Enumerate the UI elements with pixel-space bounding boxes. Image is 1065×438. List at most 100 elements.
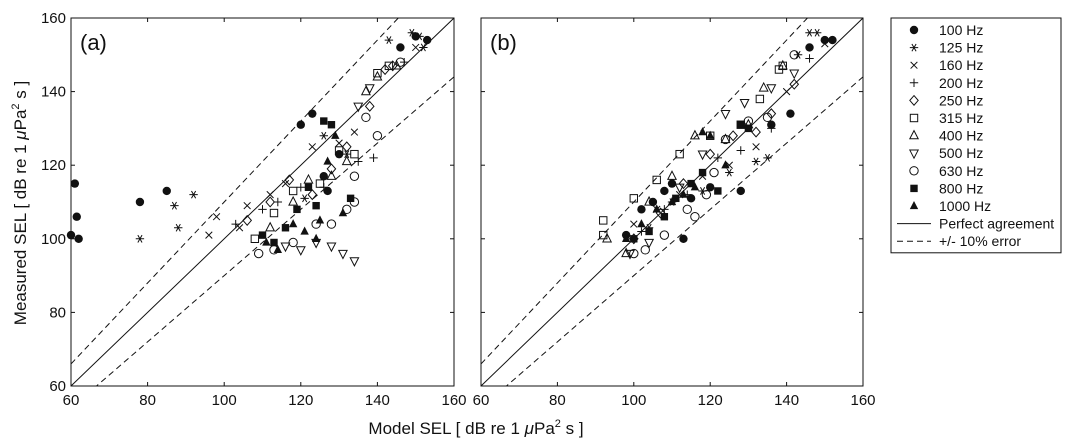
data-point-400-hz (689, 129, 700, 140)
data-point-250-hz (307, 189, 318, 201)
data-point-400-hz (303, 173, 314, 184)
data-point-315-hz (675, 149, 684, 159)
data-point-100-hz (135, 197, 145, 207)
data-point-500-hz (789, 69, 800, 80)
x-tick-label: 140 (774, 392, 799, 409)
data-point-100-hz (308, 109, 317, 118)
data-point-1000-hz (652, 204, 661, 213)
data-point-800-hz (698, 168, 707, 177)
legend-label-630-hz: 630 Hz (939, 163, 983, 179)
data-point-800-hz (687, 179, 695, 188)
data-point-630-hz (372, 131, 383, 141)
data-point-125-hz (170, 201, 179, 210)
series-500-hz (624, 69, 800, 260)
data-point-800-hz (714, 187, 722, 195)
data-point-500-hz (349, 257, 360, 267)
10-error-line-1 (71, 18, 399, 365)
data-point-1000-hz (706, 130, 715, 139)
legend-label-1000-hz: 1000 Hz (939, 198, 991, 214)
y-axis-label-pa: Pa (11, 109, 30, 130)
x-tick-label: 80 (549, 392, 566, 409)
data-point-125-hz (189, 190, 198, 199)
data-point-250-hz (326, 163, 337, 175)
data-point-630-hz (682, 204, 692, 215)
series-200-hz (637, 54, 814, 236)
data-point-800-hz (312, 201, 320, 210)
legend-label-perfect-agreement: Perfect agreement (939, 216, 1054, 232)
data-point-200-hz (258, 205, 267, 214)
data-point-1000-hz (323, 156, 332, 165)
x-tick-label: 140 (365, 392, 390, 409)
data-point-250-hz (728, 130, 738, 142)
data-point-315-hz (334, 146, 344, 155)
legend-label-500-hz: 500 Hz (939, 145, 983, 161)
data-point-100-hz (679, 234, 688, 243)
legend-marker-250-hz (909, 94, 919, 106)
data-point-125-hz (751, 157, 761, 166)
data-point-100-hz (296, 120, 305, 129)
x-tick-label: 80 (139, 392, 156, 409)
data-point-125-hz (763, 153, 772, 162)
series-160-hz (205, 43, 420, 239)
data-point-1000-hz (690, 182, 700, 191)
data-point-630-hz (690, 212, 700, 222)
data-point-160-hz (243, 201, 251, 210)
legend-label-400-hz: 400 Hz (939, 128, 983, 144)
data-point-800-hz (270, 238, 278, 247)
data-point-200-hz (637, 227, 646, 236)
data-point-630-hz (253, 248, 264, 259)
data-point-100-hz (667, 179, 677, 188)
data-point-800-hz (660, 213, 669, 221)
panel-label: (a) (80, 30, 107, 55)
data-point-315-hz (288, 186, 298, 196)
data-point-100-hz (74, 234, 83, 243)
series-630-hz (629, 50, 799, 259)
legend-box (890, 17, 1062, 254)
data-point-800-hz (645, 227, 653, 236)
series-250-hz (242, 60, 398, 226)
data-point-500-hz (697, 150, 708, 161)
data-point-1000-hz (273, 244, 283, 253)
data-point-160-hz (630, 220, 638, 228)
data-point-400-hz (758, 81, 769, 92)
data-point-800-hz (630, 235, 638, 243)
data-point-125-hz (174, 223, 183, 232)
series-200-hz (231, 57, 409, 229)
data-point-800-hz (744, 124, 753, 133)
legend-label-315-hz: 315 Hz (939, 110, 983, 126)
data-point-500-hz (739, 98, 750, 109)
data-point-800-hz (320, 117, 328, 125)
data-point-250-hz (265, 196, 276, 208)
data-point-315-hz (652, 175, 661, 185)
y-tick-label: 100 (41, 231, 66, 248)
plot-frame-a (70, 17, 455, 387)
series-400-hz (265, 59, 402, 232)
10-error-line-2 (505, 76, 863, 386)
legend-label-200-hz: 200 Hz (939, 75, 983, 91)
data-point-125-hz (300, 194, 309, 203)
data-point-250-hz (705, 148, 716, 160)
data-point-1000-hz (262, 237, 271, 246)
data-point-630-hz (762, 112, 773, 123)
data-point-500-hz (337, 249, 348, 260)
data-point-100-hz (323, 186, 332, 196)
data-point-125-hz (319, 131, 328, 140)
data-point-250-hz (678, 178, 689, 190)
data-point-250-hz (364, 100, 375, 112)
legend-marker-125-hz (909, 43, 919, 52)
x-axis-label-pa: Pa (534, 419, 555, 438)
data-point-315-hz (350, 149, 359, 159)
legend-marker-100-hz (909, 25, 919, 35)
series-800-hz (258, 117, 355, 247)
data-point-200-hz (369, 153, 378, 163)
data-point-630-hz (743, 116, 754, 126)
y-tick-label: 80 (49, 304, 66, 321)
data-point-1000-hz (311, 233, 321, 242)
data-point-160-hz (350, 128, 359, 136)
data-point-100-hz (820, 35, 829, 45)
data-point-160-hz (266, 190, 274, 199)
data-point-1000-hz (721, 160, 730, 169)
data-point-400-hz (777, 59, 788, 70)
legend-marker-800-hz (910, 184, 918, 193)
series-630-hz (253, 57, 406, 259)
